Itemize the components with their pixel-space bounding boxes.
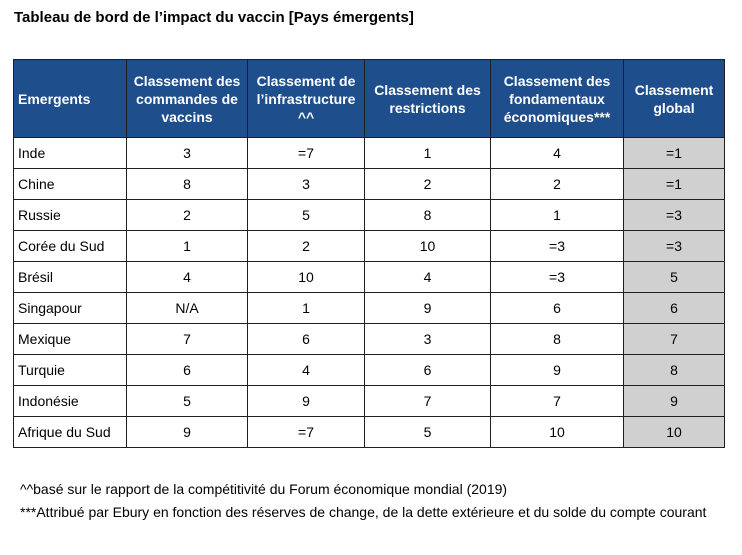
overall-rank-cell: 6 [623,292,725,324]
infrastructure-rank-cell: =7 [247,416,365,448]
economic-fundamentals-rank-cell: 4 [490,137,624,169]
overall-rank-cell: =1 [623,168,725,200]
vaccine-orders-rank-cell: 7 [126,323,248,355]
economic-fundamentals-rank-cell: 9 [490,354,624,386]
economic-fundamentals-rank-cell: 10 [490,416,624,448]
table-row: Brésil 4 10 4 =3 5 [13,261,725,293]
overall-rank-cell: =3 [623,199,725,231]
country-cell: Afrique du Sud [13,416,127,448]
footnote-infrastructure: ^^basé sur le rapport de la compétitivit… [20,481,508,497]
country-cell: Indonésie [13,385,127,417]
overall-rank-cell: 9 [623,385,725,417]
country-cell: Turquie [13,354,127,386]
page-title: Tableau de bord de l’impact du vaccin [P… [14,9,414,26]
infrastructure-rank-cell: 4 [247,354,365,386]
vaccine-orders-rank-cell: 6 [126,354,248,386]
restrictions-rank-cell: 1 [364,137,491,169]
restrictions-rank-cell: 9 [364,292,491,324]
table-row: Inde 3 =7 1 4 =1 [13,137,725,169]
table-row: Corée du Sud 1 2 10 =3 =3 [13,230,725,262]
table-header: Emergents Classement des commandes de va… [13,59,725,138]
restrictions-rank-cell: 5 [364,416,491,448]
country-cell: Inde [13,137,127,169]
vaccine-orders-rank-cell: 1 [126,230,248,262]
column-header-restrictions: Classement des restrictions [364,59,491,138]
vaccine-orders-rank-cell: 5 [126,385,248,417]
table-row: Mexique 7 6 3 8 7 [13,323,725,355]
restrictions-rank-cell: 10 [364,230,491,262]
economic-fundamentals-rank-cell: =3 [490,230,624,262]
vaccine-orders-rank-cell: 8 [126,168,248,200]
infrastructure-rank-cell: 3 [247,168,365,200]
table-row: Russie 2 5 8 1 =3 [13,199,725,231]
economic-fundamentals-rank-cell: 7 [490,385,624,417]
country-cell: Singapour [13,292,127,324]
economic-fundamentals-rank-cell: 6 [490,292,624,324]
country-cell: Chine [13,168,127,200]
economic-fundamentals-rank-cell: 8 [490,323,624,355]
overall-rank-cell: 10 [623,416,725,448]
economic-fundamentals-rank-cell: 1 [490,199,624,231]
column-header-country: Emergents [13,59,127,138]
overall-rank-cell: 8 [623,354,725,386]
restrictions-rank-cell: 2 [364,168,491,200]
vaccine-impact-table: Emergents Classement des commandes de va… [13,59,725,448]
infrastructure-rank-cell: 10 [247,261,365,293]
vaccine-orders-rank-cell: N/A [126,292,248,324]
column-header-infrastructure: Classement de l’infrastructure ^^ [247,59,365,138]
restrictions-rank-cell: 7 [364,385,491,417]
column-header-vaccine-orders: Classement des commandes de vaccins [126,59,248,138]
country-cell: Mexique [13,323,127,355]
table-row: Singapour N/A 1 9 6 6 [13,292,725,324]
overall-rank-cell: =1 [623,137,725,169]
restrictions-rank-cell: 8 [364,199,491,231]
vaccine-orders-rank-cell: 4 [126,261,248,293]
table-row: Turquie 6 4 6 9 8 [13,354,725,386]
vaccine-orders-rank-cell: 9 [126,416,248,448]
infrastructure-rank-cell: =7 [247,137,365,169]
restrictions-rank-cell: 4 [364,261,491,293]
infrastructure-rank-cell: 6 [247,323,365,355]
infrastructure-rank-cell: 5 [247,199,365,231]
column-header-overall: Classement global [623,59,725,138]
restrictions-rank-cell: 3 [364,323,491,355]
table-row: Indonésie 5 9 7 7 9 [13,385,725,417]
overall-rank-cell: 7 [623,323,725,355]
country-cell: Corée du Sud [13,230,127,262]
header-row: Emergents Classement des commandes de va… [13,59,725,138]
overall-rank-cell: =3 [623,230,725,262]
vaccine-orders-rank-cell: 2 [126,199,248,231]
country-cell: Russie [13,199,127,231]
infrastructure-rank-cell: 9 [247,385,365,417]
footnote-economic-fundamentals: ***Attribué par Ebury en fonction des ré… [20,504,707,520]
infrastructure-rank-cell: 2 [247,230,365,262]
table-row: Afrique du Sud 9 =7 5 10 10 [13,416,725,448]
footnotes: ^^basé sur le rapport de la compétitivit… [20,478,720,524]
column-header-economic-fundamentals: Classement des fondamentaux économiques*… [490,59,624,138]
restrictions-rank-cell: 6 [364,354,491,386]
table-body: Inde 3 =7 1 4 =1 Chine 8 3 2 2 =1 Russie… [13,137,725,448]
overall-rank-cell: 5 [623,261,725,293]
table-row: Chine 8 3 2 2 =1 [13,168,725,200]
vaccine-orders-rank-cell: 3 [126,137,248,169]
infrastructure-rank-cell: 1 [247,292,365,324]
economic-fundamentals-rank-cell: 2 [490,168,624,200]
country-cell: Brésil [13,261,127,293]
economic-fundamentals-rank-cell: =3 [490,261,624,293]
